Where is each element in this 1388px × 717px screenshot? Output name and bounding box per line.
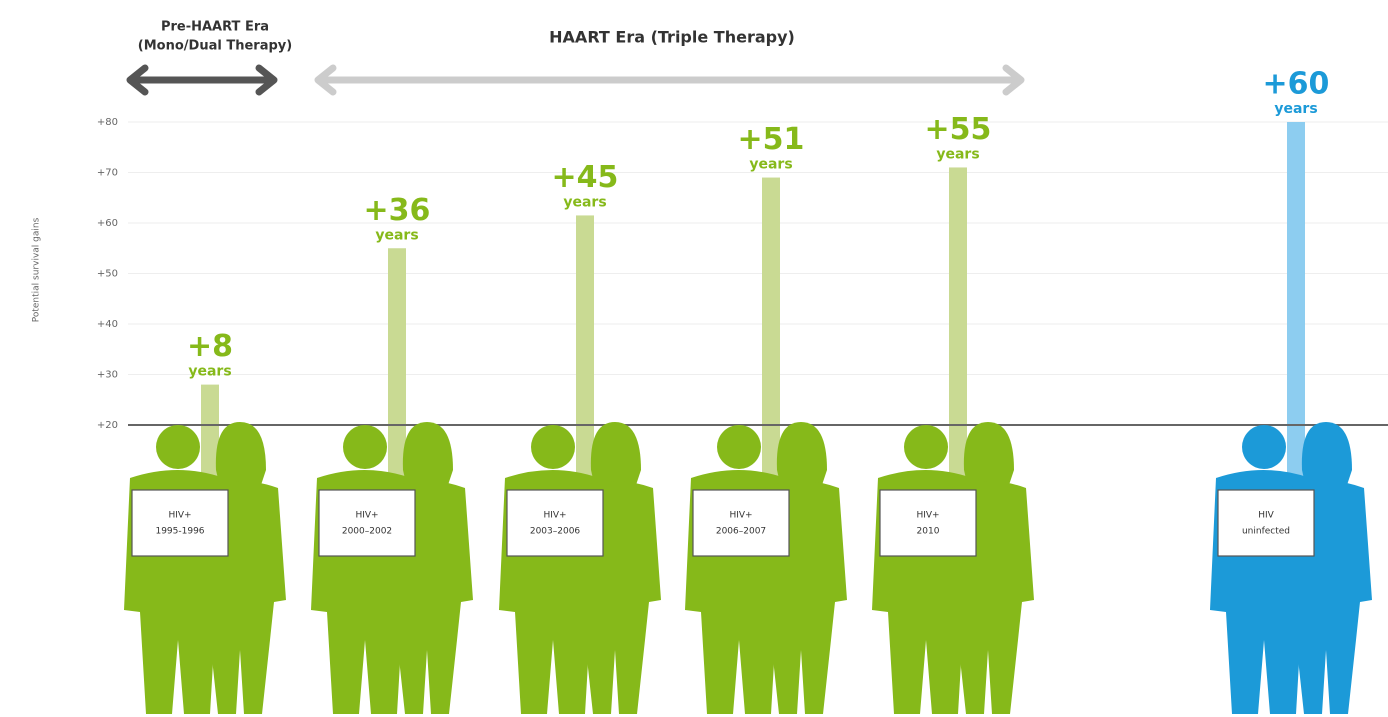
y-tick-label: +50: [97, 269, 118, 280]
y-tick-label: +70: [97, 168, 118, 179]
y-tick-label: +30: [97, 370, 118, 381]
category-label: 2003–2006: [530, 527, 581, 537]
man-head: [1242, 425, 1286, 469]
gain-label: +60: [1263, 67, 1330, 102]
gain-unit: years: [1274, 101, 1317, 117]
bar: [576, 215, 594, 478]
category-label: 1995-1996: [155, 527, 204, 537]
bar: [949, 167, 967, 478]
category-label: HIV+: [355, 511, 378, 521]
chart: Pre-HAART Era (Mono/Dual Therapy) HAART …: [0, 0, 1388, 717]
category-label: 2000–2002: [342, 527, 392, 537]
bar: [388, 248, 406, 478]
gain-label: +36: [364, 193, 431, 228]
woman-hair: [964, 422, 1014, 488]
category-label: HIV+: [916, 511, 939, 521]
y-tick-label: +60: [97, 218, 118, 229]
gain-unit: years: [563, 194, 606, 210]
y-tick-label: +20: [97, 420, 118, 431]
gain-label: +45: [552, 160, 619, 195]
category-label: HIV: [1258, 511, 1274, 521]
gain-unit: years: [936, 146, 979, 162]
woman-hair: [777, 422, 827, 488]
woman-hair: [216, 422, 266, 488]
pre-haart-arrow: [130, 68, 274, 92]
y-axis-label: Potential survival gains: [32, 217, 42, 322]
category-label: 2010: [917, 527, 940, 537]
sign: [880, 490, 976, 556]
woman-hair: [1302, 422, 1352, 488]
gain-unit: years: [188, 364, 231, 380]
woman-hair: [403, 422, 453, 488]
era-label: (Mono/Dual Therapy): [138, 39, 292, 54]
category-label: 2006–2007: [716, 527, 766, 537]
man-head: [531, 425, 575, 469]
era-label: Pre-HAART Era: [161, 20, 269, 35]
sign: [693, 490, 789, 556]
woman-hair: [591, 422, 641, 488]
category-label: HIV+: [168, 511, 191, 521]
y-tick-label: +80: [97, 117, 118, 128]
category-label: HIV+: [729, 511, 752, 521]
man-head: [904, 425, 948, 469]
man-head: [717, 425, 761, 469]
bar: [762, 178, 780, 478]
gain-label: +8: [187, 329, 233, 364]
category-label: uninfected: [1242, 527, 1290, 537]
y-tick-label: +40: [97, 319, 118, 330]
haart-arrow: [318, 68, 1021, 92]
sign: [507, 490, 603, 556]
gain-unit: years: [749, 157, 792, 173]
man-head: [156, 425, 200, 469]
category-label: HIV+: [543, 511, 566, 521]
sign: [1218, 490, 1314, 556]
era-label: HAART Era (Triple Therapy): [549, 28, 795, 47]
man-head: [343, 425, 387, 469]
sign: [319, 490, 415, 556]
sign: [132, 490, 228, 556]
gain-unit: years: [375, 227, 418, 243]
gain-label: +55: [925, 112, 992, 147]
gain-label: +51: [738, 122, 805, 157]
